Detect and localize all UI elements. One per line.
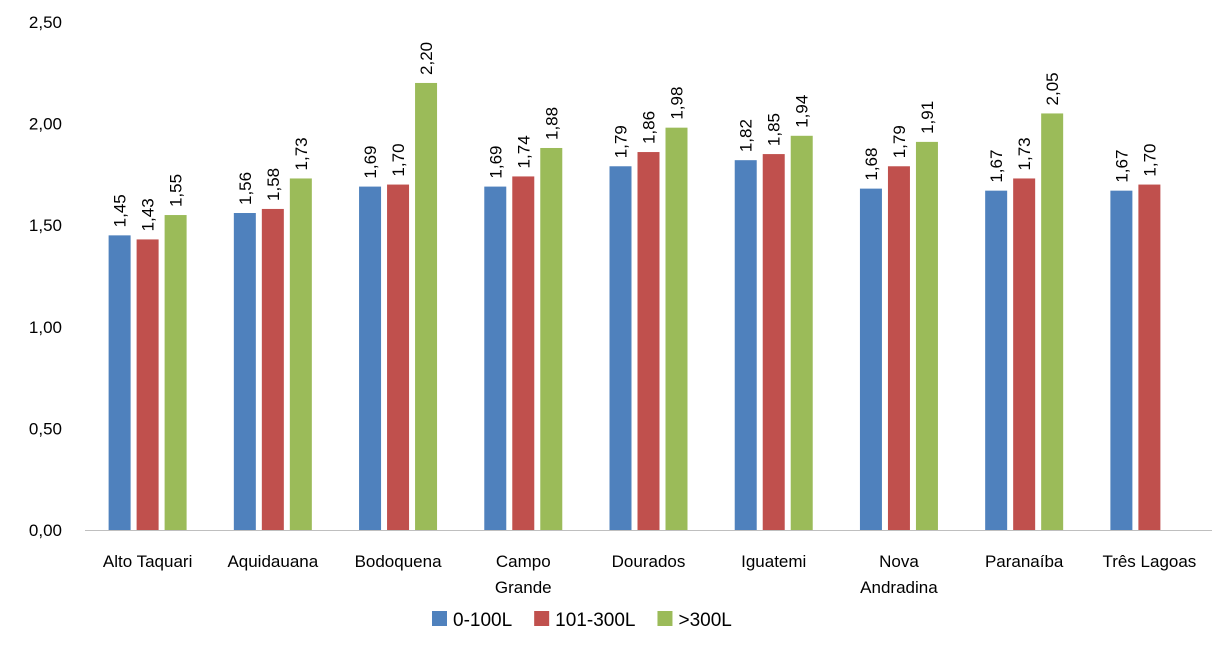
data-label: 1,74 [514,135,533,168]
bar [136,239,159,530]
x-category-label: Campo Grande [495,552,552,597]
x-category-label: Dourados [612,552,686,571]
data-label: 2,05 [1043,72,1062,105]
data-label: 2,20 [417,42,436,75]
y-tick-label: 2,00 [29,115,62,134]
x-category-label: Nova Andradina [860,552,938,597]
data-label: 1,56 [236,172,255,205]
data-label: 1,69 [361,145,380,178]
legend-label: 0-100L [453,610,512,631]
x-category-label: Paranaíba [985,552,1064,571]
bar [665,127,688,530]
bar [387,184,410,530]
bar [637,152,660,530]
y-tick-label: 2,50 [29,13,62,32]
bar [512,176,535,530]
x-category-label: Aquidauana [227,552,318,571]
legend-swatch [534,611,550,626]
y-tick-label: 0,50 [29,419,62,438]
data-label: 1,68 [862,148,881,181]
data-label: 1,94 [793,95,812,128]
bar [484,186,507,531]
data-label: 1,70 [389,143,408,176]
data-label: 1,86 [640,111,659,144]
bar [1013,178,1036,531]
data-label: 1,69 [486,145,505,178]
data-label: 1,67 [987,150,1006,183]
x-category-label: Três Lagoas [1102,552,1196,571]
y-axis: 0,00 0,50 1,00 1,50 2,00 2,50 [29,13,62,540]
data-label: 1,82 [737,119,756,152]
bar [1138,184,1161,530]
y-tick-label: 0,00 [29,521,62,540]
bars [108,82,1161,531]
x-category-label: Alto Taquari [103,552,192,571]
bar [859,188,882,530]
data-label: 1,55 [167,174,186,207]
legend-label: 101-300L [555,610,635,631]
bar [790,135,813,531]
data-label: 1,88 [542,107,561,140]
bar [887,166,910,530]
bar [1041,113,1064,530]
bar [233,213,256,530]
x-category-label: Bodoquena [355,552,443,571]
bar [415,82,438,531]
data-label: 1,79 [890,125,909,158]
data-label: 1,67 [1112,150,1131,183]
data-label: 1,58 [264,168,283,201]
x-category-label: Iguatemi [741,552,806,571]
bar [359,186,382,531]
x-axis: Alto Taquari Aquidauana Bodoquena Campo Gran… [85,530,1212,597]
bar [985,190,1008,530]
data-label: 1,70 [1140,143,1159,176]
bar [540,147,563,530]
legend: 0-100L 101-300L >300L [432,610,732,631]
bar [762,154,785,530]
data-label: 1,73 [1015,137,1034,170]
legend-label: >300L [678,610,731,631]
data-label: 1,85 [765,113,784,146]
y-tick-label: 1,50 [29,216,62,235]
data-label: 1,98 [668,87,687,120]
bar [734,160,757,530]
bar [289,178,312,531]
bar [1110,190,1133,530]
y-tick-label: 1,00 [29,318,62,337]
data-label: 1,79 [612,125,631,158]
bar [915,141,938,530]
data-labels: 1,45 1,43 1,55 1,56 1,58 1,73 1,69 1,70 2,20 1,69… [111,42,1160,232]
legend-swatch [432,611,447,626]
bar [609,166,632,530]
data-label: 1,73 [292,137,311,170]
data-label: 1,45 [111,194,130,227]
bar [261,208,284,530]
data-label: 1,43 [139,198,158,231]
bar [108,235,131,531]
data-label: 1,91 [918,101,937,134]
bar [164,215,187,531]
legend-swatch [657,611,673,626]
